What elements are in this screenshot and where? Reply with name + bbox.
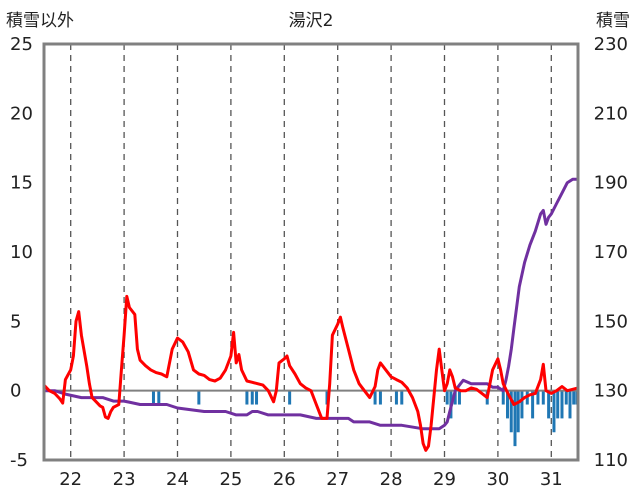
y-left-tick-0: 0: [10, 381, 21, 402]
precip-bar-28: [552, 390, 556, 433]
y-right-tick-170: 170: [594, 242, 628, 263]
precip-bar-10: [394, 390, 398, 405]
precip-bar-24: [531, 390, 535, 419]
y-left-tick-5: 5: [10, 311, 21, 332]
x-tick-24: 24: [166, 469, 189, 490]
series-lines: [42, 177, 579, 452]
precip-bar-12: [445, 390, 449, 405]
precip-bar-19: [509, 390, 513, 433]
precip-bar-30: [560, 390, 564, 419]
precip-bar-31: [564, 390, 568, 405]
precip-bar-33: [572, 390, 576, 405]
precip-bar-26: [541, 390, 545, 405]
x-tick-23: 23: [113, 469, 136, 490]
y-right-tick-190: 190: [594, 173, 628, 194]
precip-bar-32: [568, 390, 572, 419]
precip-bar-18: [506, 390, 510, 419]
y-right-tick-210: 210: [594, 103, 628, 124]
precip-bar-7: [325, 390, 329, 405]
precip-bar-4: [250, 390, 254, 405]
precip-bar-21: [516, 390, 520, 433]
precip-bar-1: [157, 390, 161, 405]
precip-bar-11: [400, 390, 404, 405]
y-left-tick-10: 10: [10, 242, 33, 263]
left-axis-label: 積雪以外: [6, 11, 74, 31]
precip-bar-6: [288, 390, 292, 405]
x-tick-25: 25: [219, 469, 242, 490]
precip-bar-25: [536, 390, 540, 405]
right-axis-label: 積雪: [596, 11, 630, 31]
precip-bar-22: [520, 390, 524, 419]
precip-bar-3: [245, 390, 249, 405]
precip-bar-20: [513, 390, 517, 447]
x-tick-27: 27: [326, 469, 349, 490]
precip-bar-29: [556, 390, 560, 419]
chart-title: 湯沢2: [289, 11, 334, 31]
x-tick-30: 30: [486, 469, 509, 490]
precip-bar-17: [501, 390, 505, 405]
precip-bar-15: [457, 390, 461, 405]
x-tick-26: 26: [273, 469, 296, 490]
precip-bar-14: [453, 390, 457, 405]
tick-labels: 25 20 15 10 5 0 -5 230 210 190 170 150 130 110 22 23 24 2…: [10, 34, 628, 490]
y-left-tick-25: 25: [10, 34, 33, 55]
x-tick-29: 29: [433, 469, 456, 490]
precip-bar-27: [547, 390, 551, 419]
y-right-tick-130: 130: [594, 381, 628, 402]
x-tick-22: 22: [59, 469, 82, 490]
snow-depth-line: [44, 177, 578, 431]
precip-bar-2: [197, 390, 201, 405]
y-left-tick--5: -5: [10, 450, 28, 471]
y-right-tick-150: 150: [594, 311, 628, 332]
y-left-tick-15: 15: [10, 173, 33, 194]
plot-frame: [42, 42, 580, 462]
precip-bar-5: [255, 390, 259, 405]
precipitation-bars: [151, 390, 579, 447]
y-right-tick-110: 110: [594, 450, 628, 471]
precip-bar-8: [373, 390, 377, 405]
precip-bar-9: [378, 390, 382, 405]
x-tick-28: 28: [380, 469, 403, 490]
grid-lines: [70, 44, 552, 460]
precip-bar-0: [151, 390, 155, 405]
x-tick-31: 31: [540, 469, 563, 490]
y-left-tick-20: 20: [10, 103, 33, 124]
y-right-tick-230: 230: [594, 34, 628, 55]
temperature-line: [42, 294, 579, 452]
